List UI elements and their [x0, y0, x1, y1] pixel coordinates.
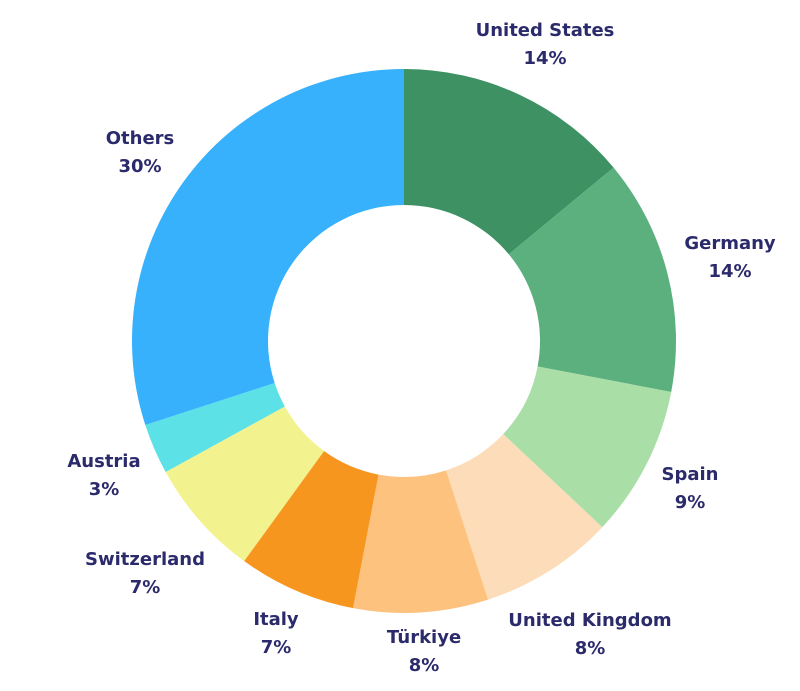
- slice-value-label: 9%: [675, 492, 706, 513]
- slice-label: Austria: [67, 451, 140, 472]
- slice-germany: [508, 167, 676, 392]
- slice-switzerland: [165, 406, 325, 562]
- slice-value-label: 30%: [118, 156, 161, 177]
- slice-label: United States: [476, 20, 615, 41]
- slice-label: Germany: [684, 233, 776, 254]
- slice-value-label: 14%: [708, 261, 751, 282]
- chart-labels: United States 14% Germany 14% Spain 9% United …: [67, 20, 776, 676]
- slice-value-label: 7%: [261, 637, 292, 658]
- slice-label: Türkiye: [387, 627, 461, 648]
- slice-spain: [503, 366, 672, 528]
- slice-label: Others: [106, 128, 175, 149]
- slice-value-label: 8%: [409, 655, 440, 676]
- slice-value-label: 3%: [89, 479, 120, 500]
- slice-label: United Kingdom: [508, 610, 671, 631]
- slice-label: Spain: [662, 464, 719, 485]
- slice-united-kingdom: [446, 434, 603, 600]
- slice-value-label: 7%: [130, 577, 161, 598]
- slice-t-rkiye: [353, 470, 489, 614]
- slice-label: Switzerland: [85, 549, 205, 570]
- slice-value-label: 8%: [575, 638, 606, 659]
- slice-united-states: [404, 69, 614, 255]
- slice-value-label: 14%: [523, 48, 566, 69]
- slice-austria: [145, 383, 285, 473]
- slice-others: [131, 69, 404, 426]
- slice-label: Italy: [253, 609, 299, 630]
- slice-italy: [244, 451, 379, 609]
- chart-slices: [131, 69, 676, 614]
